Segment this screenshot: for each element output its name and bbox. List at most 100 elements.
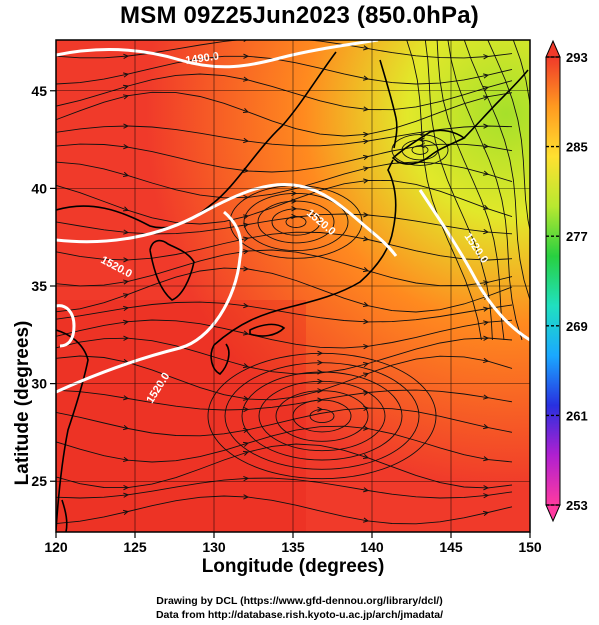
streamline-arrow (363, 178, 370, 184)
streamline-arrow (483, 510, 490, 517)
streamline-arrow (123, 395, 130, 401)
streamline-arrow (242, 363, 250, 369)
streamline-arrow (483, 320, 490, 326)
streamline (56, 319, 513, 349)
streamline-arrow (243, 214, 250, 220)
colorbar-body (545, 56, 561, 506)
streamline-arrow (363, 487, 370, 493)
streamline-arrow (483, 335, 490, 341)
streamline-arrow (363, 106, 370, 112)
streamline-arrow (123, 257, 130, 263)
streamline-arrow (362, 372, 370, 378)
streamline (400, 40, 482, 341)
map-gridlines (56, 40, 530, 532)
streamline-arrow (243, 302, 250, 309)
streamline-arrow (243, 475, 250, 482)
streamline-arrow (363, 390, 370, 396)
streamline (418, 40, 493, 341)
streamline (56, 355, 513, 401)
streamline (56, 495, 513, 525)
coastline-taiwan (61, 499, 68, 532)
colorbar-ticks: 293 285 277 269 261 253 (546, 50, 588, 513)
streamline-arrow (363, 45, 370, 51)
y-tick-label: 30 (31, 376, 47, 392)
streamline-arrow (123, 72, 130, 78)
streamline (56, 337, 513, 375)
streamline-arrow (363, 362, 370, 368)
colorbar: 293 285 277 269 261 253 (545, 39, 588, 523)
x-tick-label: 130 (202, 539, 226, 555)
streamline (56, 249, 513, 287)
streamline (56, 389, 513, 411)
streamline-arrow (122, 293, 130, 299)
streamline-arrow (362, 453, 370, 459)
streamline-arrow (123, 425, 130, 431)
colorbar-tick-label: 285 (566, 140, 588, 155)
streamline-arrow (242, 450, 250, 456)
contour-1520-line-south (56, 210, 243, 394)
streamline (436, 40, 505, 341)
streamline (56, 179, 513, 225)
streamline-arrow (363, 236, 370, 242)
streamline-arrow (317, 397, 324, 403)
wind-streamlines (56, 40, 530, 525)
streamline-arrow (243, 236, 250, 242)
streamline-arrow (363, 405, 370, 411)
contour-1520-line-north (56, 182, 398, 257)
streamline-arrow (363, 154, 370, 161)
streamline-arrow (363, 517, 370, 523)
x-tick-label: 150 (518, 539, 542, 555)
x-tick-label: 125 (123, 539, 147, 555)
latitude-axis: 25 30 35 40 45 (31, 83, 56, 489)
streamline-arrow (122, 171, 130, 177)
coastline-japan-kyushu (210, 343, 230, 375)
streamline (56, 477, 513, 499)
warm-region-south (56, 300, 306, 532)
coastline-sakhalin (379, 59, 398, 149)
streamline (56, 143, 513, 173)
streamline-arrow (363, 212, 370, 218)
streamline (526, 40, 530, 41)
streamline (56, 231, 513, 261)
streamline (56, 161, 513, 199)
streamline (447, 40, 523, 341)
streamline-arrow (243, 427, 250, 434)
streamline-arrow (242, 108, 250, 113)
streamline-arrow (483, 280, 490, 286)
colorbar-tick-label: 269 (566, 319, 588, 334)
streamline-arrow (483, 123, 490, 129)
streamline-arrow (317, 406, 324, 413)
contour-label: 1490.0 (185, 50, 220, 67)
colorbar-tick-label: 261 (566, 408, 588, 423)
coastline-shikoku (249, 323, 286, 337)
streamline-arrow (362, 166, 370, 172)
streamline-arrow (243, 406, 250, 413)
streamline-arrow (122, 84, 130, 90)
coastline-china-east (56, 329, 89, 531)
colorbar-tick-label: 253 (566, 498, 588, 513)
streamline-arrow (482, 95, 490, 101)
streamline-arrow (317, 378, 324, 384)
coastlines (56, 51, 529, 532)
contour-1490-line (56, 40, 379, 69)
streamline-arrow (122, 94, 130, 100)
streamline-arrow (242, 441, 250, 447)
x-tick-label: 140 (360, 539, 384, 555)
streamline-arrow (483, 456, 490, 462)
geopotential-contours (56, 40, 530, 394)
map-panel: 1490.0 1520.0 1520.0 1520.0 1520.0 (56, 40, 530, 532)
streamline (56, 443, 513, 489)
streamline-arrow (243, 330, 250, 336)
x-tick-label: 135 (281, 539, 305, 555)
streamline (463, 40, 530, 302)
streamline-arrow (123, 144, 130, 150)
streamline-arrow (243, 222, 250, 228)
streamline-arrow (483, 257, 490, 263)
streamline-arrow (363, 319, 370, 325)
streamline-arrow (483, 73, 490, 79)
streamline-arrow (317, 388, 324, 394)
colorbar-tick-label: 293 (566, 50, 588, 65)
streamline-arrow (123, 305, 130, 312)
contour-1520-line-bay (56, 304, 76, 348)
